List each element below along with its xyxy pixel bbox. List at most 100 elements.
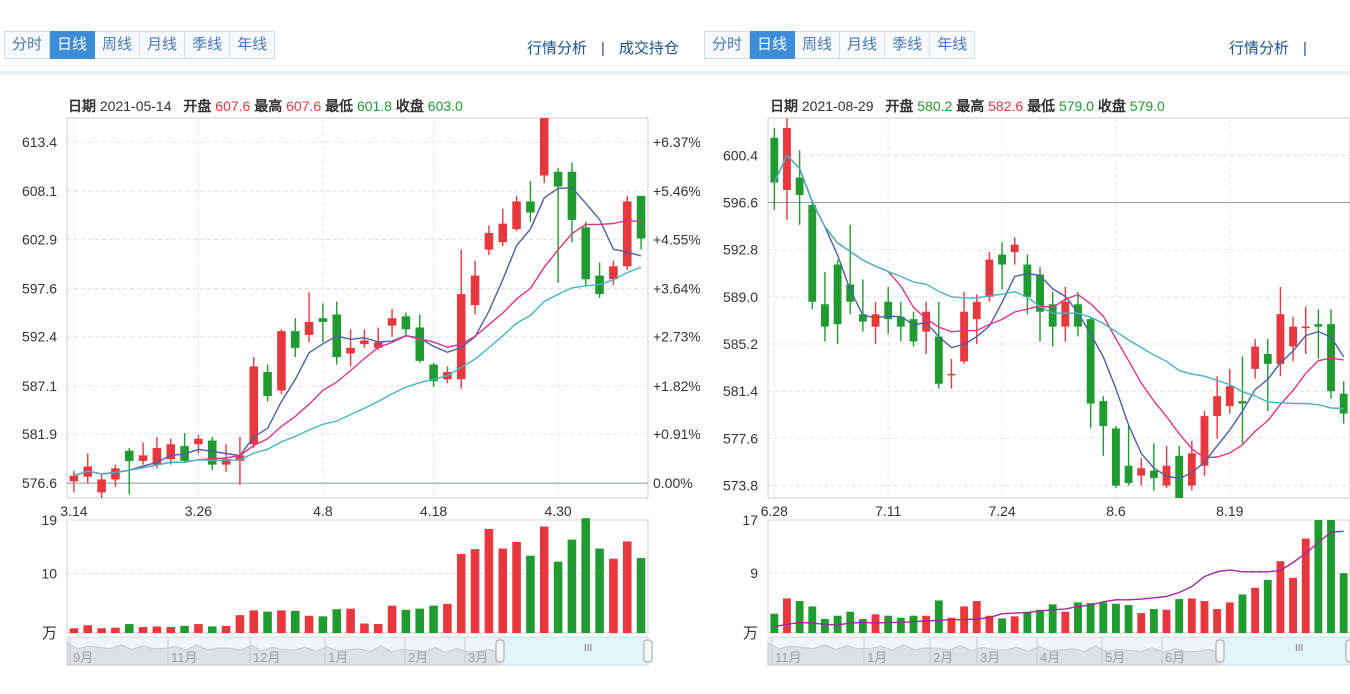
volume-bar bbox=[567, 539, 577, 633]
market-analysis-link[interactable]: 行情分析 bbox=[527, 40, 588, 57]
price-tick-label: 600.4 bbox=[723, 147, 758, 163]
volume-bar bbox=[290, 610, 300, 633]
candle-body bbox=[1023, 264, 1032, 297]
tab-1[interactable]: 日线 bbox=[50, 31, 96, 59]
candle-body bbox=[821, 304, 829, 327]
volume-bar bbox=[1010, 616, 1019, 633]
candle-body bbox=[138, 455, 148, 461]
candle-body bbox=[1289, 326, 1297, 347]
low-value: 601.8 bbox=[356, 98, 392, 114]
candle-body bbox=[770, 137, 779, 183]
volume-bar bbox=[456, 553, 466, 633]
navigator-area bbox=[66, 642, 501, 666]
candle-body bbox=[290, 331, 300, 348]
volume-bar bbox=[1112, 603, 1120, 633]
volume-bar bbox=[235, 615, 245, 633]
price-tick-label: 597.6 bbox=[22, 281, 57, 297]
candle-body bbox=[1238, 401, 1247, 404]
navigator-month-label: 11月 bbox=[171, 650, 198, 665]
candle-body bbox=[498, 223, 508, 243]
left-kline-panel: 分时 日线 周线 月线 季线 年线 行情分析 | 成交持仓 日期 2021-05-14 开盘 … bbox=[0, 0, 700, 694]
volume-position-link[interactable]: 成交持仓 bbox=[618, 40, 679, 57]
volume-bar bbox=[415, 608, 425, 633]
close-label: 收盘 bbox=[1097, 98, 1126, 114]
date-label: 日期 bbox=[68, 98, 96, 114]
tab-4[interactable]: 季线 bbox=[185, 31, 231, 59]
volume-bar bbox=[998, 618, 1006, 633]
volume-bar bbox=[1149, 609, 1158, 633]
volume-plot-frame bbox=[767, 519, 1350, 634]
tab-4[interactable]: 季线 bbox=[885, 31, 931, 59]
market-analysis-link[interactable]: 行情分析 bbox=[1229, 40, 1290, 57]
volume-bar bbox=[401, 609, 411, 633]
candle-body bbox=[1314, 324, 1323, 327]
candle-body bbox=[1048, 304, 1057, 327]
candle-body bbox=[166, 444, 176, 460]
tab-1[interactable]: 日线 bbox=[750, 31, 796, 59]
header-links: 行情分析 | bbox=[1229, 37, 1321, 58]
tab-5[interactable]: 年线 bbox=[230, 31, 276, 59]
volume-bar bbox=[934, 600, 943, 633]
x-tick-label: 7.24 bbox=[988, 503, 1015, 519]
candle-body bbox=[960, 311, 969, 362]
volume-bar bbox=[539, 526, 549, 633]
volume-bar bbox=[783, 598, 791, 633]
x-tick-label: 3.14 bbox=[60, 503, 87, 519]
date-label: 日期 bbox=[770, 98, 798, 114]
volume-bar bbox=[985, 615, 994, 633]
volume-bar bbox=[553, 561, 563, 633]
candle-body bbox=[221, 459, 231, 465]
volume-bar bbox=[97, 628, 106, 633]
price-tick-label: 589.0 bbox=[723, 289, 758, 305]
volume-bar bbox=[1327, 520, 1335, 633]
high-value: 607.6 bbox=[286, 98, 322, 114]
period-tabs: 分时 日线 周线 月线 季线 年线 bbox=[704, 31, 976, 59]
volume-bar bbox=[526, 555, 535, 633]
candle-body bbox=[429, 364, 438, 382]
volume-bar bbox=[498, 548, 508, 633]
candle-body bbox=[470, 275, 480, 306]
volume-tick-label: 10 bbox=[41, 566, 57, 582]
left-candlestick-chart[interactable]: 613.4 +6.37% 608.1 +5.46% 602.9 +4.55% 597.6 +3… bbox=[0, 0, 700, 694]
x-tick-label: 8.19 bbox=[1216, 503, 1243, 519]
x-tick-label: 4.8 bbox=[313, 503, 333, 519]
candle-body bbox=[1213, 396, 1222, 417]
volume-bar bbox=[221, 625, 231, 633]
date-value: 2021-08-29 bbox=[801, 98, 874, 114]
low-value: 579.0 bbox=[1058, 98, 1094, 114]
volume-bar bbox=[1074, 602, 1082, 633]
price-tick-label: 577.6 bbox=[723, 430, 758, 446]
ohlc-info: 日期 2021-05-14 开盘 607.6 最高 607.6 最低 601.8… bbox=[68, 96, 463, 116]
tab-0[interactable]: 分时 bbox=[4, 31, 51, 59]
high-value: 582.6 bbox=[988, 98, 1024, 114]
candle-body bbox=[235, 455, 245, 461]
candle-body bbox=[346, 347, 355, 354]
tab-3[interactable]: 月线 bbox=[140, 31, 186, 59]
volume-bar bbox=[346, 608, 355, 633]
close-value: 603.0 bbox=[427, 98, 463, 114]
candle-body bbox=[553, 171, 563, 187]
volume-bar bbox=[1048, 604, 1057, 633]
volume-bar bbox=[138, 627, 148, 633]
volume-bar bbox=[821, 619, 829, 633]
x-tick-label: 4.18 bbox=[420, 503, 447, 519]
tab-2[interactable]: 周线 bbox=[795, 31, 841, 59]
candle-body bbox=[277, 331, 286, 391]
tab-0[interactable]: 分时 bbox=[704, 31, 751, 59]
ohlc-info: 日期 2021-08-29 开盘 580.2 最高 582.6 最低 579.0… bbox=[770, 96, 1165, 116]
candle-body bbox=[1339, 393, 1348, 414]
tab-5[interactable]: 年线 bbox=[930, 31, 976, 59]
tab-3[interactable]: 月线 bbox=[840, 31, 886, 59]
candle-body bbox=[263, 371, 272, 397]
volume-bar bbox=[1276, 561, 1285, 633]
candle-body bbox=[909, 319, 918, 342]
candle-body bbox=[1251, 346, 1260, 369]
pct-tick-label: +1.82% bbox=[653, 378, 700, 394]
tab-2[interactable]: 周线 bbox=[95, 31, 141, 59]
navigator-month-label: 12月 bbox=[253, 650, 280, 665]
volume-bar bbox=[304, 615, 314, 633]
right-candlestick-chart[interactable]: 600.4 596.6 592.8 589.0 585.2 581.4 577.6 573.8… bbox=[702, 0, 1350, 694]
volume-bar bbox=[1301, 538, 1310, 633]
candle-body bbox=[1036, 274, 1044, 312]
candle-body bbox=[972, 301, 981, 320]
